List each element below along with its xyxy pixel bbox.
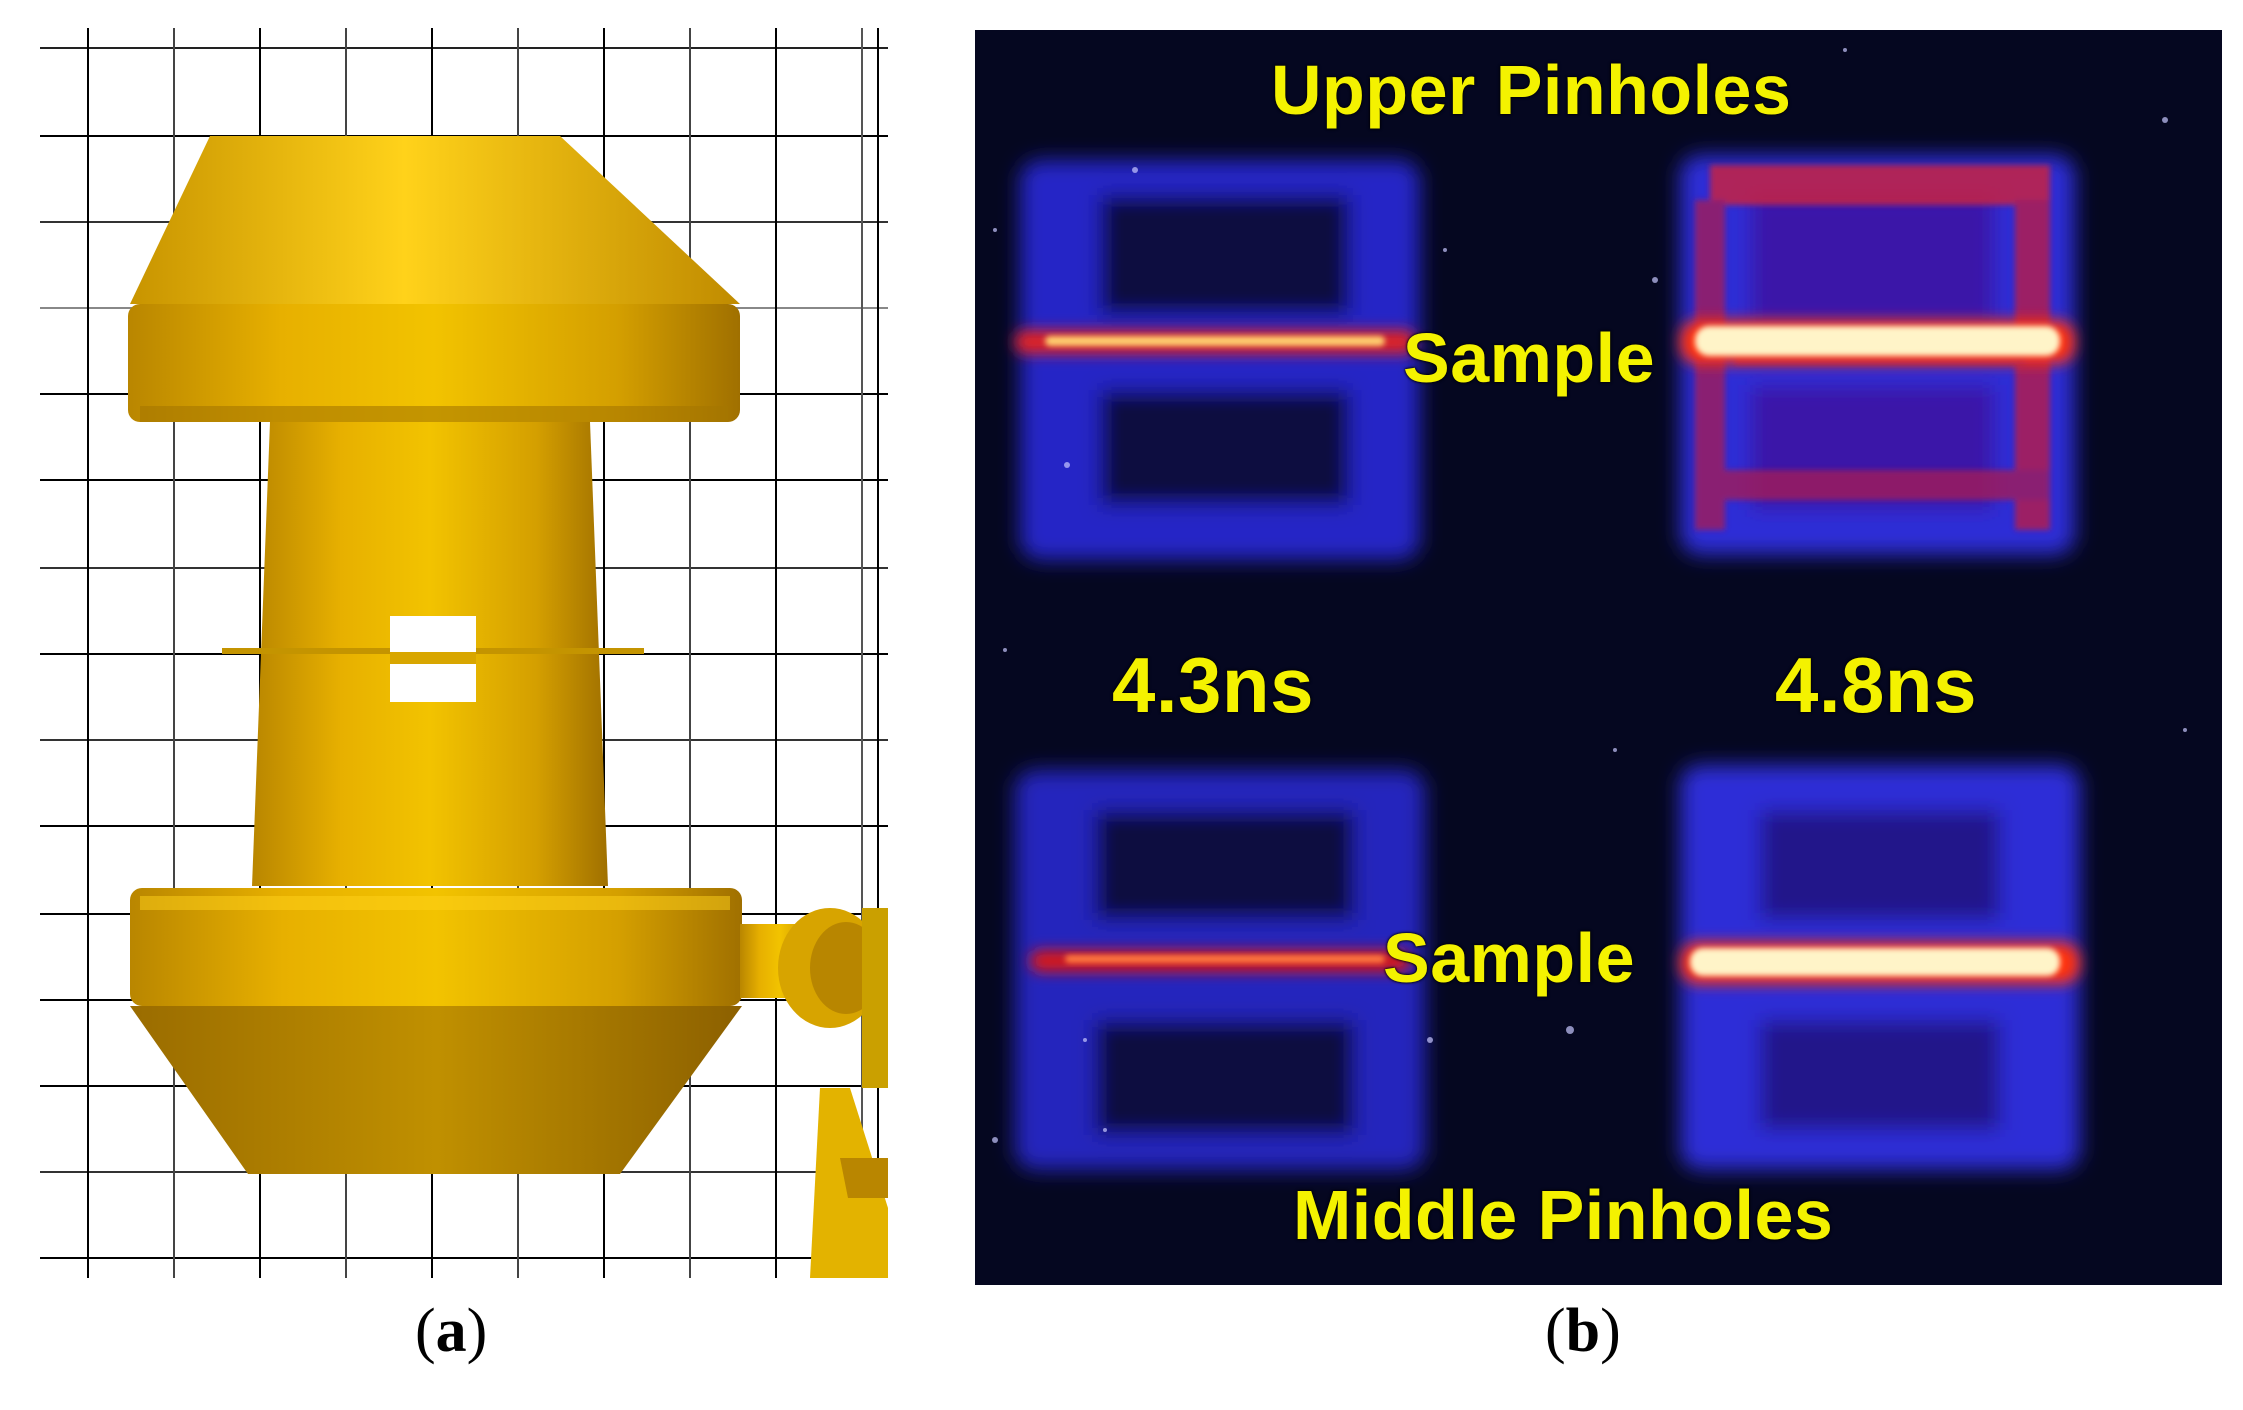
sample-emission-lower-left: [1030, 950, 1410, 972]
sample-emission-upper-left: [1015, 330, 1415, 354]
bottom-flange: [130, 888, 742, 1006]
caption-letter-a: a: [435, 1297, 467, 1365]
sample-emission-upper-right: [1680, 320, 2075, 364]
pinhole-image-drawing: [975, 30, 2222, 1285]
sample-emission-lower-right: [1680, 942, 2080, 984]
top-cone: [130, 136, 740, 304]
label-sample-lower: Sample: [1383, 919, 1635, 997]
label-middle-pinholes: Middle Pinholes: [1293, 1176, 1834, 1254]
caption-panel-a: (a): [415, 1297, 488, 1365]
target-model-drawing: [40, 28, 888, 1278]
caption-letter-b: b: [1565, 1297, 1601, 1365]
label-sample-upper: Sample: [1403, 319, 1655, 397]
bottom-cone: [130, 1006, 742, 1174]
top-flange: [128, 304, 740, 422]
pinhole-image-upper-left: [1020, 160, 1420, 560]
label-time-right: 4.8ns: [1775, 641, 1977, 729]
caption-panel-b: (b): [1545, 1297, 1621, 1365]
label-upper-pinholes: Upper Pinholes: [1271, 51, 1792, 129]
panel-a-target-model: [40, 28, 888, 1290]
label-time-left: 4.3ns: [1112, 641, 1314, 729]
background-noise-specks: [992, 48, 2187, 1143]
panel-b-pinhole-image: Upper Pinholes Sample 4.3ns 4.8ns Sample…: [975, 30, 2222, 1285]
